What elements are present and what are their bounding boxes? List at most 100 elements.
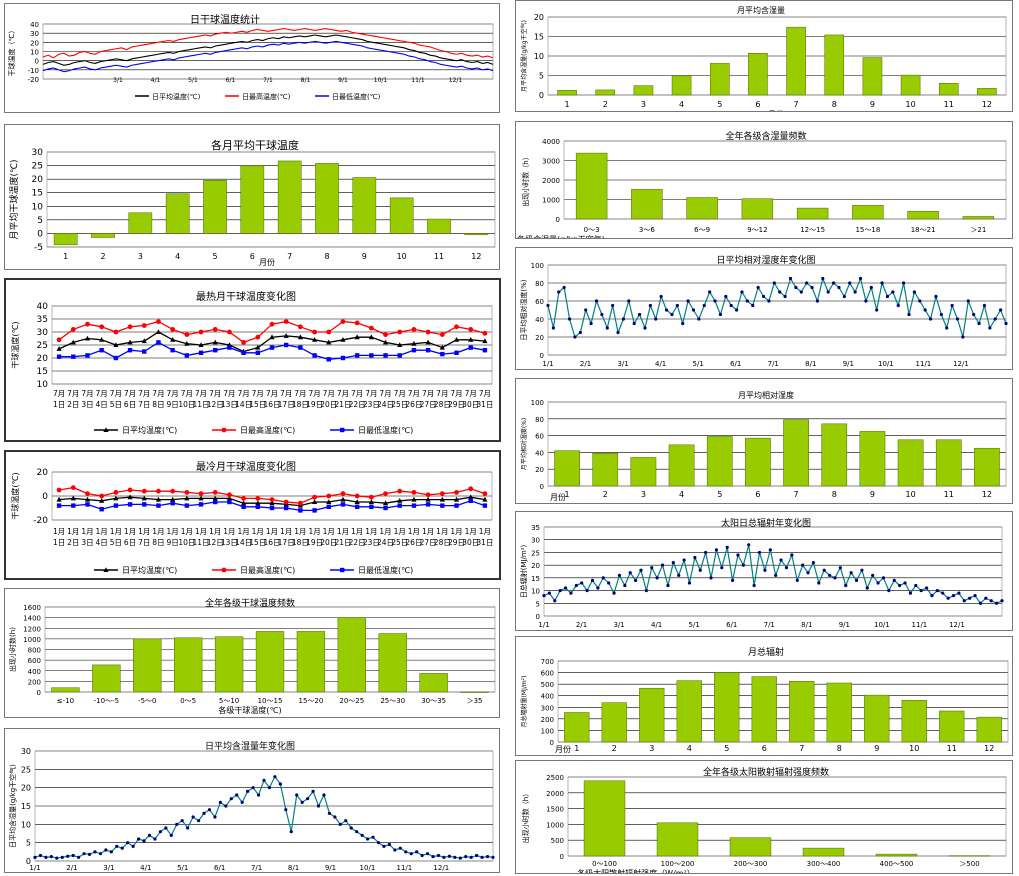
- x-tick-label-month: 7月: [209, 389, 221, 398]
- data-point: [752, 583, 756, 588]
- data-point: [340, 337, 346, 342]
- y-tick-label: 15: [32, 189, 43, 199]
- data-point: [858, 276, 863, 281]
- data-point: [283, 319, 289, 324]
- x-tick-label: 1/1: [29, 864, 40, 872]
- x-tick-label: 10/1: [374, 77, 388, 84]
- x-tick-label: 12/1: [433, 864, 449, 872]
- y-tick-label: 30: [37, 328, 49, 338]
- data-point: [935, 588, 939, 593]
- data-point: [898, 583, 902, 588]
- data-point: [311, 499, 318, 504]
- bar: [745, 437, 771, 487]
- x-tick-label: 12/1: [953, 360, 969, 368]
- x-tick-label: -5～0: [138, 697, 156, 705]
- data-point: [126, 841, 130, 845]
- data-point: [660, 563, 665, 567]
- x-tick-label-month: 7月: [394, 389, 406, 398]
- data-point: [397, 353, 402, 358]
- plot-area: [51, 471, 493, 521]
- x-tick-label: 11/1: [396, 864, 412, 872]
- x-tick-label: 9～12: [747, 226, 767, 234]
- data-point: [914, 583, 918, 588]
- bar: [639, 687, 665, 743]
- data-point: [99, 498, 105, 503]
- y-tick-label: 30: [32, 148, 44, 158]
- data-point: [864, 299, 868, 303]
- y-tick-label: 10: [30, 49, 39, 57]
- data-point: [71, 853, 75, 858]
- data-point: [246, 789, 250, 793]
- data-point: [415, 850, 419, 854]
- y-tick-label: 5: [539, 72, 544, 81]
- data-point: [312, 353, 317, 358]
- data-point: [186, 826, 190, 830]
- data-point: [475, 853, 479, 858]
- y-tick-label: 20: [21, 784, 31, 793]
- data-point: [340, 491, 346, 496]
- bar: [389, 197, 414, 234]
- data-point: [382, 844, 386, 848]
- data-point: [127, 502, 133, 507]
- data-point: [283, 342, 289, 348]
- y-tick-label: 1500: [546, 806, 564, 814]
- data-point: [961, 335, 965, 339]
- y-tick-label: 35: [531, 524, 540, 532]
- data-point: [184, 495, 190, 501]
- plot-area: [51, 305, 493, 385]
- y-tick-label: 0: [35, 58, 39, 66]
- bar: [786, 26, 806, 96]
- x-tick-label-month: 1月: [67, 527, 79, 536]
- y-tick-label: 1000: [546, 821, 564, 829]
- data-point: [224, 804, 228, 808]
- bar: [686, 197, 718, 220]
- series-line: [42, 34, 494, 66]
- data-point: [892, 578, 896, 582]
- data-point: [431, 855, 435, 859]
- data-point: [811, 561, 816, 565]
- y-tick-label: 1400: [23, 615, 41, 623]
- data-point: [213, 348, 218, 353]
- data-point: [590, 578, 595, 582]
- data-point: [226, 495, 233, 501]
- data-point: [751, 303, 755, 308]
- data-point: [1004, 321, 1008, 326]
- bar: [875, 853, 918, 857]
- x-tick-label-month: 1月: [167, 527, 179, 536]
- x-tick-label-day: 27日: [420, 538, 437, 547]
- data-point: [454, 490, 459, 495]
- data-point: [713, 299, 717, 303]
- plot-area: [557, 660, 1009, 743]
- x-tick-label-month: 1月: [379, 527, 391, 536]
- bar: [277, 160, 302, 234]
- y-tick-label: 60: [535, 298, 544, 306]
- data-point: [869, 285, 873, 290]
- data-point: [632, 321, 636, 326]
- x-tick-label: 2: [612, 744, 617, 753]
- data-point: [184, 503, 190, 508]
- y-tick-label: 20: [535, 466, 544, 474]
- data-point: [283, 333, 289, 338]
- x-tick-label: 4/1: [151, 77, 161, 84]
- chart-coldest-month: 20 0 -20 最冷月干球温度变化图 干球温度(℃) 1月 1日 1月 2日 1月 3日 1月 4日 1…: [4, 450, 501, 580]
- x-tick-label: 3: [649, 744, 654, 753]
- y-tick-label: 25: [32, 162, 43, 172]
- x-tick-label: 7/1: [764, 621, 775, 629]
- x-tick-label: 1: [565, 490, 570, 499]
- data-point: [928, 317, 933, 321]
- x-tick-label: 4/1: [655, 360, 666, 368]
- data-point: [85, 321, 90, 327]
- data-point: [654, 317, 658, 321]
- data-point: [273, 775, 277, 779]
- data-point: [562, 285, 566, 290]
- x-tick-label-month: 7月: [167, 389, 179, 398]
- x-tick-label-month: 7月: [138, 389, 150, 398]
- y-tick-label: 60: [535, 433, 544, 441]
- bar: [748, 53, 768, 96]
- data-point: [563, 586, 568, 590]
- x-tick-label-day: 26日: [405, 538, 422, 547]
- data-point: [999, 308, 1003, 312]
- data-point: [871, 573, 875, 577]
- x-tick-label-month: 7月: [379, 389, 391, 398]
